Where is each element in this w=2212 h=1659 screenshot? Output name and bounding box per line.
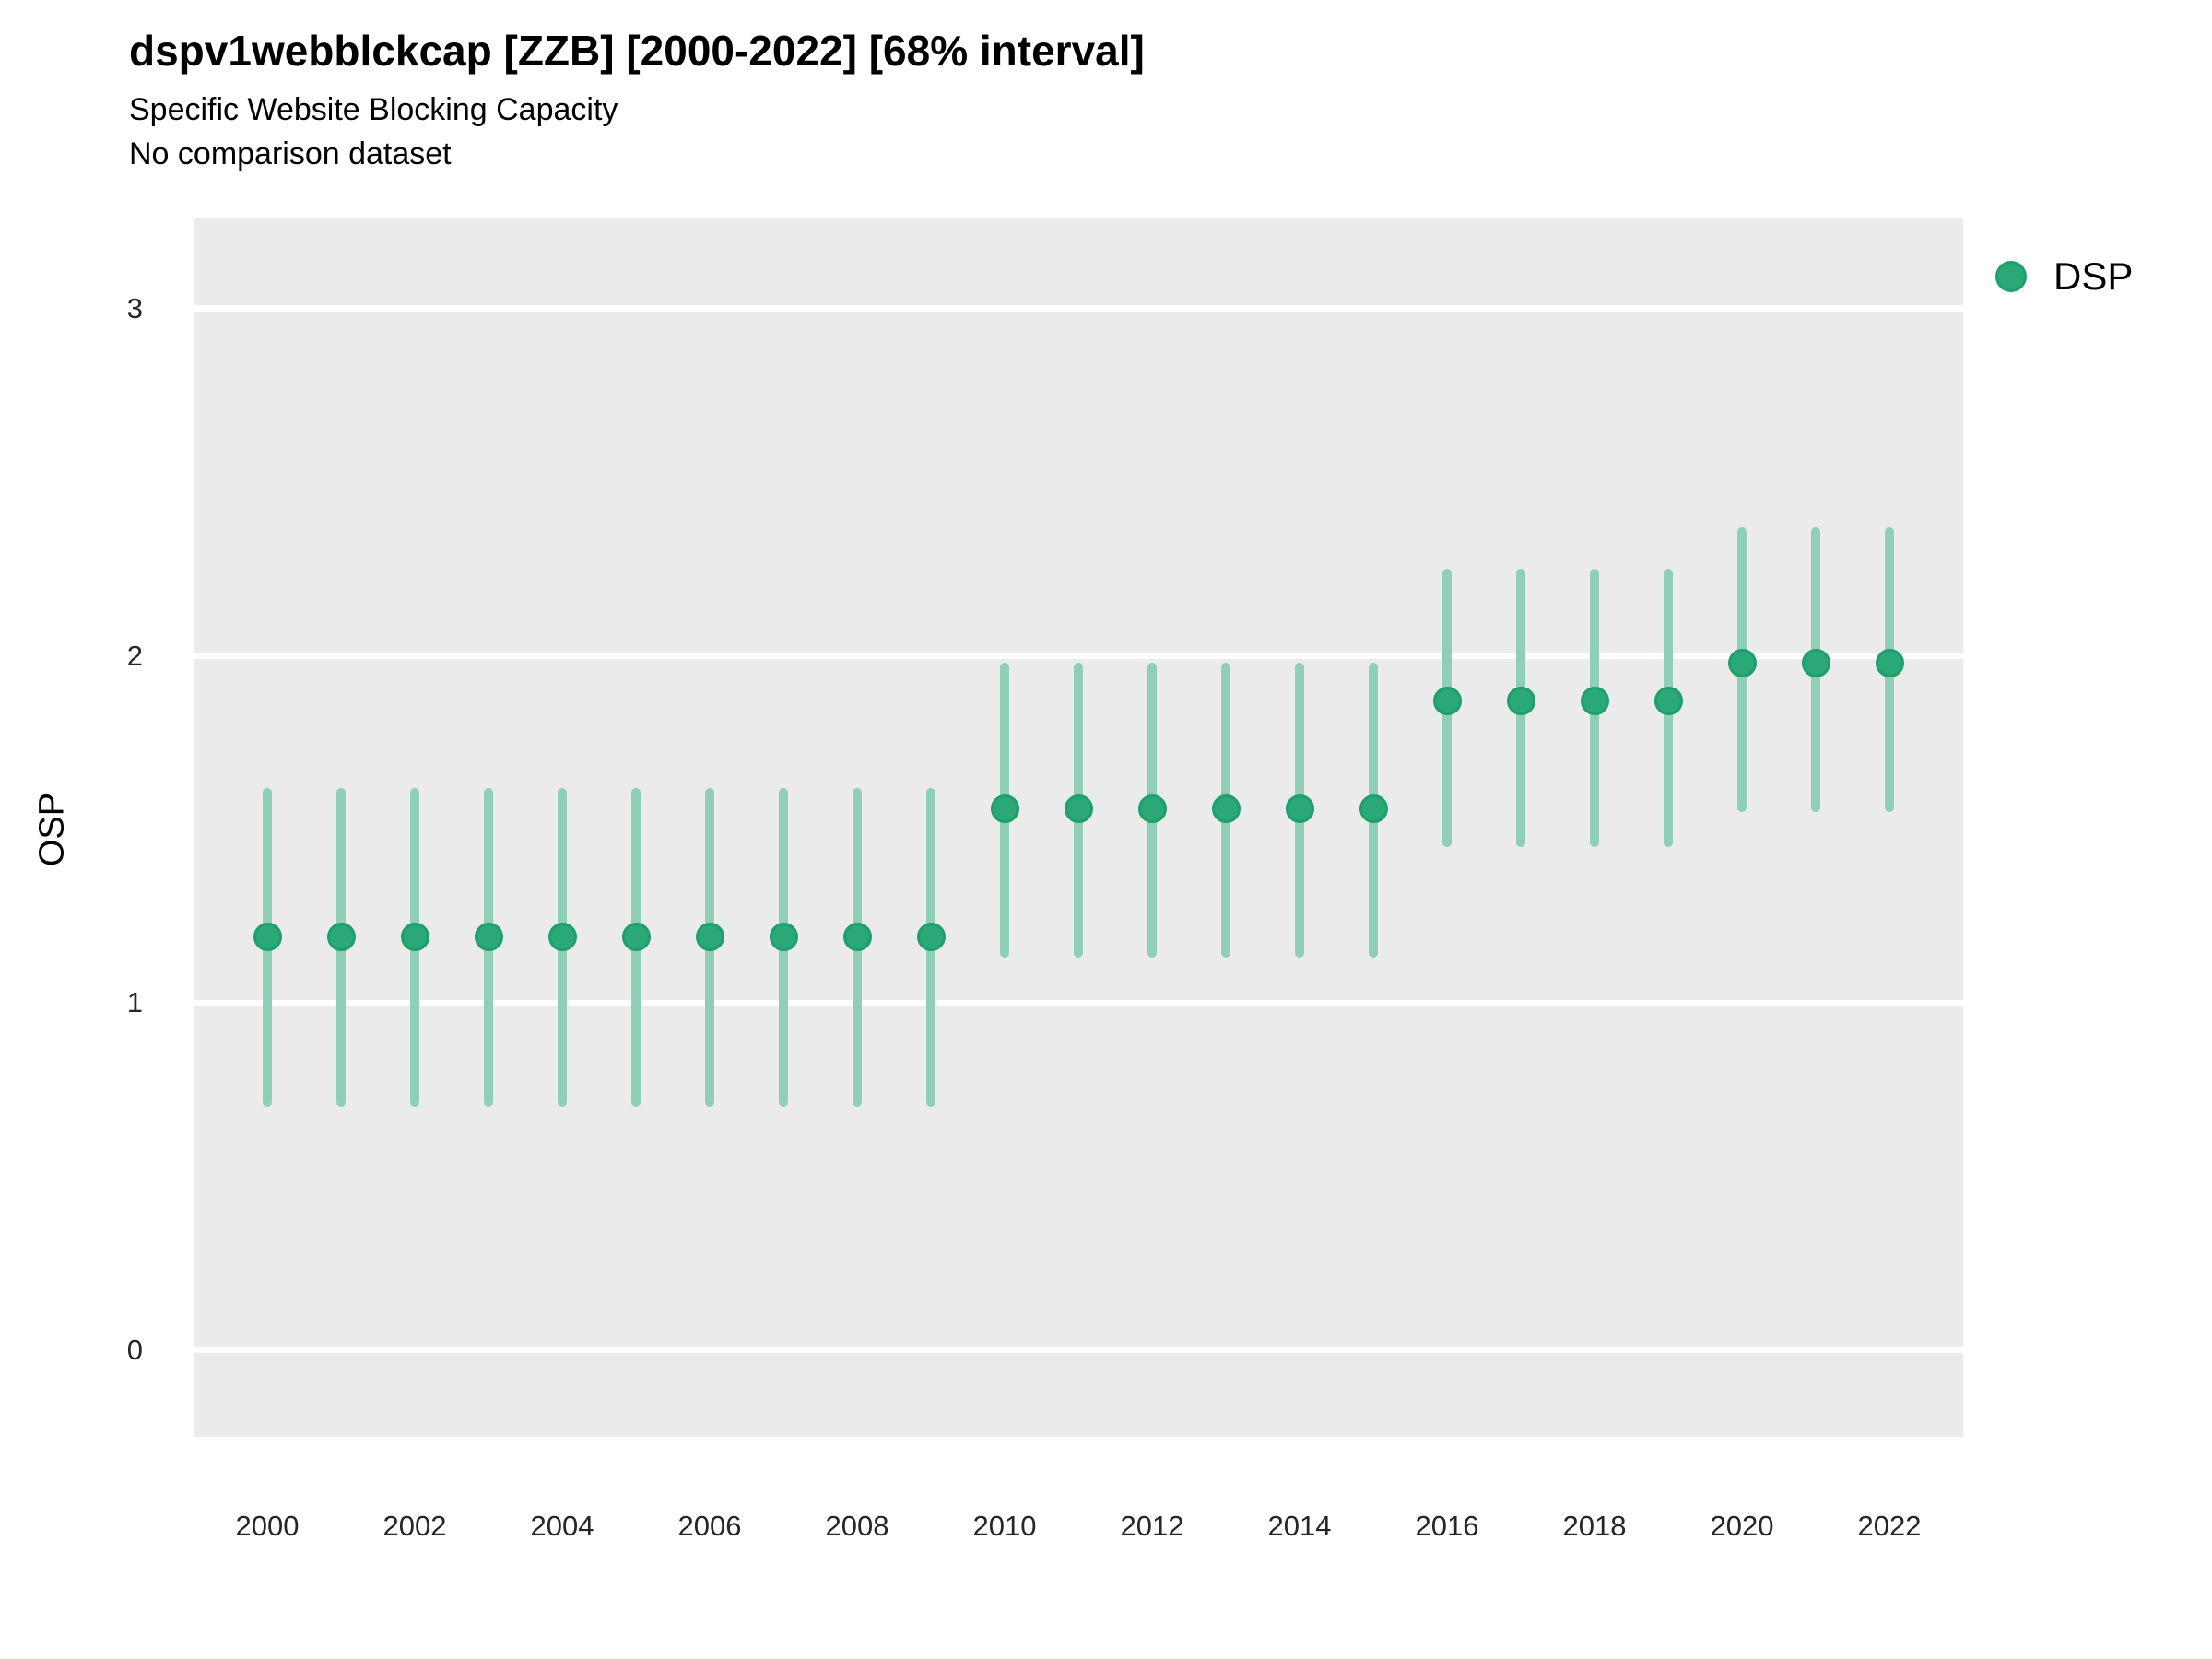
x-tick-label-2014: 2014 [1267, 1510, 1332, 1542]
point-2016 [1432, 687, 1462, 716]
point-2010 [990, 794, 1019, 823]
point-2003 [474, 923, 503, 952]
legend-series-label: DSP [2053, 254, 2134, 298]
point-2008 [842, 923, 872, 952]
x-tick-label-2010: 2010 [972, 1510, 1037, 1542]
x-tick-label-2008: 2008 [825, 1510, 889, 1542]
point-2005 [621, 923, 651, 952]
plot-area [194, 218, 1963, 1437]
y-tick-label-1: 1 [126, 986, 143, 1019]
x-tick-label-2000: 2000 [235, 1510, 300, 1542]
point-2001 [326, 923, 356, 952]
gridline-y-2 [194, 653, 1963, 660]
x-tick-label-2006: 2006 [677, 1510, 742, 1542]
x-tick-label-2018: 2018 [1562, 1510, 1627, 1542]
chart-note: No comparison dataset [129, 136, 452, 171]
x-tick-label-2016: 2016 [1415, 1510, 1479, 1542]
point-2012 [1137, 794, 1167, 823]
x-tick-label-2004: 2004 [530, 1510, 594, 1542]
point-2002 [400, 923, 429, 952]
y-tick-label-3: 3 [126, 291, 143, 324]
point-2018 [1580, 687, 1609, 716]
legend-marker-icon [1995, 261, 2027, 292]
point-2022 [1875, 648, 1904, 677]
point-2015 [1359, 794, 1388, 823]
gridline-y-1 [194, 999, 1963, 1006]
y-tick-label-2: 2 [126, 639, 143, 672]
point-2004 [547, 923, 577, 952]
point-2013 [1211, 794, 1241, 823]
x-tick-label-2020: 2020 [1710, 1510, 1774, 1542]
y-axis-title: OSP [32, 792, 72, 867]
x-tick-label-2012: 2012 [1120, 1510, 1184, 1542]
chart-subtitle: Specific Website Blocking Capacity [129, 92, 618, 127]
point-2000 [253, 923, 282, 952]
chart-title: dspv1webblckcap [ZZB] [2000-2022] [68% i… [129, 27, 1145, 75]
point-2017 [1506, 687, 1535, 716]
gridline-y-0 [194, 1347, 1963, 1354]
point-2007 [769, 923, 798, 952]
y-tick-label-0: 0 [126, 1333, 143, 1366]
x-tick-label-2002: 2002 [382, 1510, 447, 1542]
point-2009 [916, 923, 946, 952]
point-2011 [1064, 794, 1093, 823]
point-2019 [1653, 687, 1683, 716]
point-2020 [1727, 648, 1757, 677]
point-2006 [695, 923, 724, 952]
point-2021 [1801, 648, 1830, 677]
point-2014 [1285, 794, 1314, 823]
gridline-y-3 [194, 305, 1963, 312]
x-tick-label-2022: 2022 [1857, 1510, 1922, 1542]
